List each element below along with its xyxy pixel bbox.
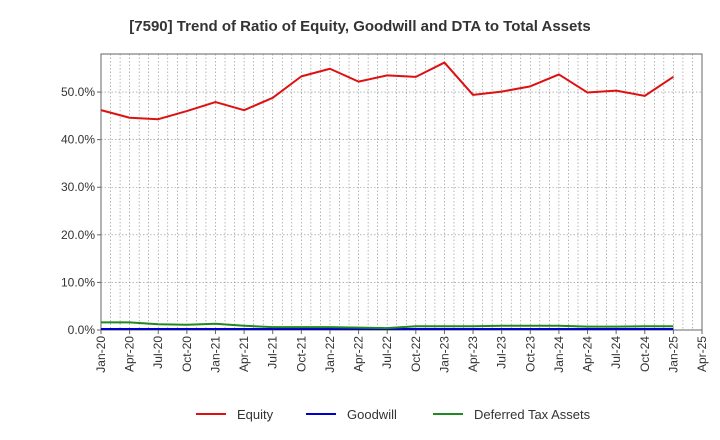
x-tick-label: Jan-21 (208, 336, 222, 373)
x-tick-label: Jul-21 (266, 336, 280, 369)
series-line-equity (100, 61, 674, 121)
x-axis: Jan-20 Apr-20 Jul-20 Oct-20 Jan-21 Apr-21 Jul-… (94, 330, 709, 373)
x-tick-label: Jul-22 (380, 336, 394, 369)
x-tick-label: Apr-23 (466, 336, 480, 372)
series-line-deferred-tax-assets (101, 321, 674, 330)
plot-area (100, 53, 703, 331)
x-tick-label: Jul-24 (609, 336, 623, 369)
y-tick-label: 50.0% (61, 85, 95, 99)
chart-title: [7590] Trend of Ratio of Equity, Goodwil… (129, 18, 590, 35)
y-tick-label: 0.0% (68, 323, 96, 337)
x-tick-label: Apr-25 (695, 336, 709, 372)
x-tick-label: Jul-20 (151, 336, 165, 369)
x-tick-label: Jan-20 (94, 336, 108, 373)
x-tick-label: Jul-23 (495, 336, 509, 369)
legend: Equity Goodwill Deferred Tax Assets (196, 407, 591, 422)
grid (101, 54, 702, 331)
series-group (100, 61, 674, 331)
x-tick-label: Apr-21 (237, 336, 251, 372)
y-axis: 0.0% 10.0% 20.0% 30.0% 40.0% 50.0% (61, 85, 101, 337)
x-tick-label: Apr-24 (581, 336, 595, 372)
x-tick-label: Jan-23 (437, 336, 451, 373)
legend-label: Goodwill (347, 407, 397, 422)
x-tick-label: Oct-23 (523, 336, 537, 372)
y-tick-label: 20.0% (61, 228, 95, 242)
y-tick-label: 10.0% (61, 275, 95, 289)
x-tick-label: Apr-22 (352, 336, 366, 372)
legend-label: Deferred Tax Assets (474, 407, 591, 422)
x-tick-label: Oct-20 (180, 336, 194, 372)
x-tick-label: Jan-25 (666, 336, 680, 373)
x-tick-label: Jan-24 (552, 336, 566, 373)
x-tick-label: Apr-20 (123, 336, 137, 372)
x-tick-label: Oct-21 (294, 336, 308, 372)
y-tick-label: 30.0% (61, 180, 95, 194)
x-tick-label: Jan-22 (323, 336, 337, 373)
x-tick-label: Oct-22 (409, 336, 423, 372)
legend-label: Equity (237, 407, 274, 422)
x-tick-label: Oct-24 (638, 336, 652, 372)
y-tick-label: 40.0% (61, 133, 95, 147)
